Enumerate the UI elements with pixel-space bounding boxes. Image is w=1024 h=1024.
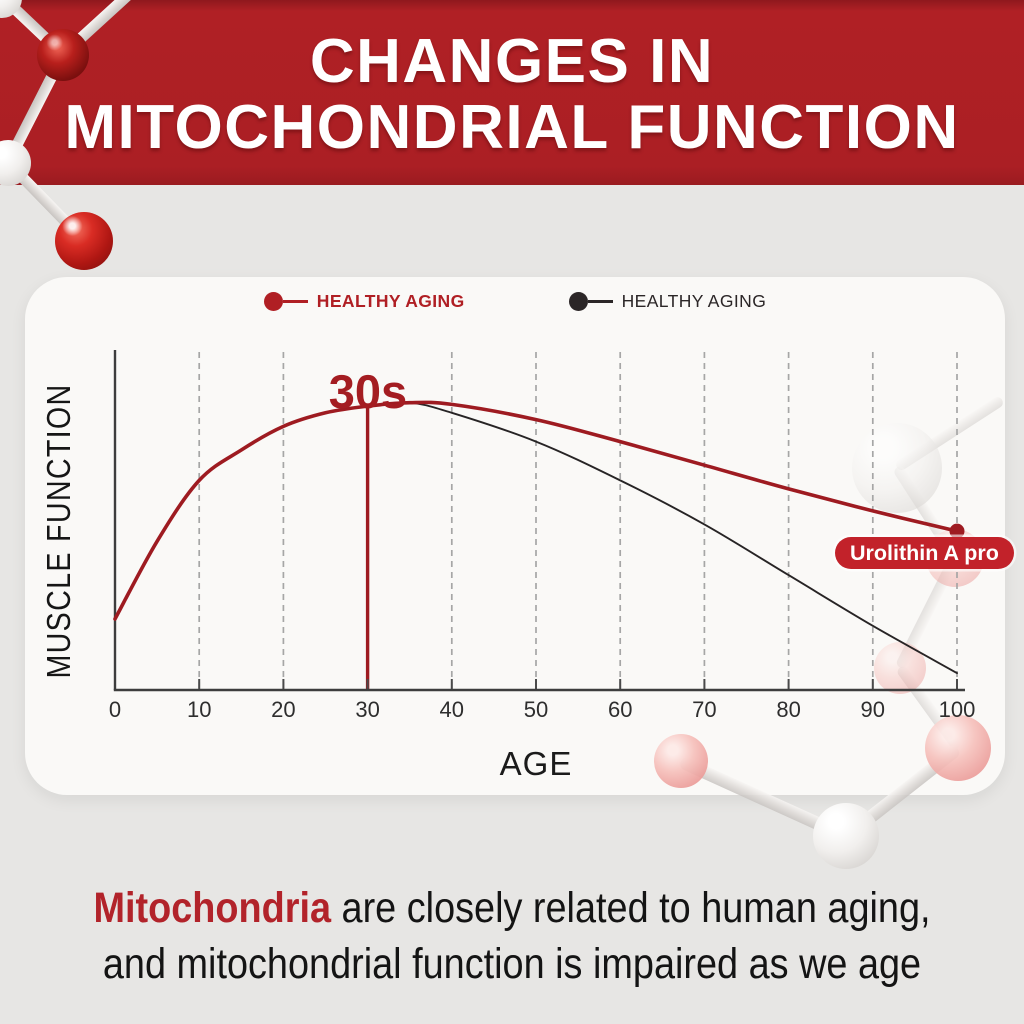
legend-label: HEALTHY AGING xyxy=(621,291,767,311)
svg-text:90: 90 xyxy=(861,697,885,722)
caption-line-1: Mitochondria are closely related to huma… xyxy=(61,880,962,936)
y-axis-label: MUSCLE FUNCTION xyxy=(40,384,77,679)
legend-dot-icon xyxy=(263,292,283,311)
legend-item-healthy-aging-black: HEALTHY AGING xyxy=(568,291,767,312)
x-axis-label: AGE xyxy=(500,745,573,782)
svg-text:0: 0 xyxy=(109,697,121,722)
caption-highlight: Mitochondria xyxy=(93,884,332,932)
page-title-line-2: MITOCHONDRIAL FUNCTION xyxy=(64,92,960,162)
header-banner: CHANGES IN MITOCHONDRIAL FUNCTION xyxy=(0,0,1024,185)
svg-text:30: 30 xyxy=(355,697,379,722)
legend-label: HEALTHY AGING xyxy=(316,291,465,311)
legend-line-icon xyxy=(587,300,613,303)
molecule-ball-icon xyxy=(55,212,113,270)
chart-card xyxy=(25,277,1005,795)
chart-legend: HEALTHY AGING HEALTHY AGING xyxy=(25,291,1005,312)
svg-text:40: 40 xyxy=(440,697,464,722)
urolithin-badge: Urolithin A pro xyxy=(835,537,1014,569)
svg-text:20: 20 xyxy=(271,697,295,722)
svg-text:60: 60 xyxy=(608,697,632,722)
molecule-ball-icon xyxy=(813,803,879,869)
caption-line-2: and mitochondrial function is impaired a… xyxy=(102,940,922,988)
caption-line-1-rest: are closely related to human aging, xyxy=(331,884,931,932)
legend-item-healthy-aging-red: HEALTHY AGING xyxy=(263,291,465,312)
page-title-line-1: CHANGES IN xyxy=(309,26,715,96)
peak-age-annotation: 30s xyxy=(329,365,407,418)
legend-line-icon xyxy=(282,300,308,303)
svg-text:80: 80 xyxy=(776,697,800,722)
svg-text:100: 100 xyxy=(939,697,976,722)
svg-text:50: 50 xyxy=(524,697,548,722)
svg-text:10: 10 xyxy=(187,697,211,722)
chart-svg: 0 10 20 30 40 50 60 70 80 90 100 30s AGE MUSCLE FU… xyxy=(40,350,976,782)
chart-area: HEALTHY AGING HEALTHY AGING 0 10 20 30 40 50 6… xyxy=(25,277,1014,795)
svg-text:70: 70 xyxy=(692,697,716,722)
caption: Mitochondria are closely related to huma… xyxy=(0,880,1024,992)
legend-dot-icon xyxy=(568,292,588,311)
